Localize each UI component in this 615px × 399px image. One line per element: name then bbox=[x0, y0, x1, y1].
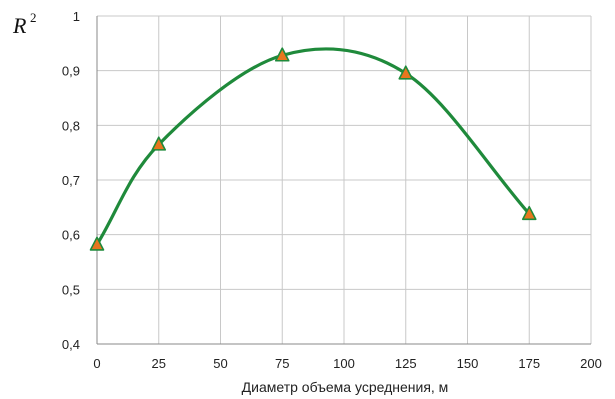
y-tick-label: 0,5 bbox=[62, 282, 80, 297]
x-axis-label: Диаметр объема усреднения, м bbox=[242, 379, 449, 395]
x-tick-label: 25 bbox=[152, 356, 166, 371]
y-tick-label: 0,6 bbox=[62, 228, 80, 243]
y-axis-label: R bbox=[12, 13, 27, 38]
data-point-marker bbox=[151, 136, 167, 151]
y-tick-label: 1 bbox=[73, 9, 80, 24]
y-tick-label: 0,7 bbox=[62, 173, 80, 188]
marker-group bbox=[89, 47, 537, 251]
x-tick-label: 100 bbox=[333, 356, 355, 371]
data-point-marker bbox=[521, 205, 537, 221]
data-point-marker bbox=[398, 65, 414, 80]
y-tick-label: 0,9 bbox=[62, 64, 80, 79]
x-tick-label: 75 bbox=[275, 356, 289, 371]
grid bbox=[96, 15, 592, 345]
x-tick-label: 150 bbox=[457, 356, 479, 371]
x-tick-label: 200 bbox=[580, 356, 602, 371]
tick-labels: 0 25 50 75 100 125 150 175 200 0,4 0,5 0,6 0,7 0,8 0,9… bbox=[62, 9, 602, 371]
y-tick-label: 0,8 bbox=[62, 118, 80, 133]
x-tick-label: 175 bbox=[518, 356, 540, 371]
x-tick-label: 0 bbox=[93, 356, 100, 371]
data-point-marker bbox=[274, 47, 290, 62]
x-tick-label: 50 bbox=[213, 356, 227, 371]
data-point-marker bbox=[89, 236, 105, 251]
x-tick-label: 125 bbox=[395, 356, 417, 371]
y-axis-label-superscript: 2 bbox=[30, 10, 37, 25]
y-tick-label: 0,4 bbox=[62, 337, 80, 352]
axes bbox=[96, 16, 591, 345]
